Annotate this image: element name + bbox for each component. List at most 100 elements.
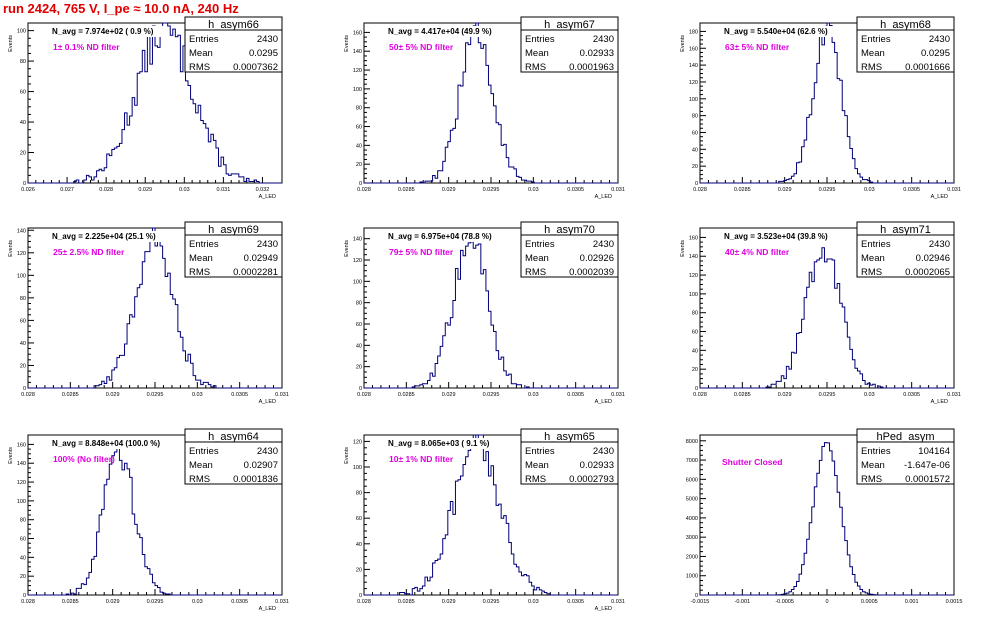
x-tick-label: 0.03	[864, 187, 875, 193]
stats-key: RMS	[525, 62, 546, 73]
filter-label: 1± 0.1% ND filter	[53, 42, 120, 52]
x-tick-label: 0.0305	[903, 392, 920, 398]
y-tick-label: 40	[356, 143, 362, 149]
y-tick-label: 60	[20, 318, 26, 324]
x-tick-label: 0.028	[357, 392, 371, 398]
stats-value: 0.0002793	[569, 474, 614, 485]
x-tick-label: 0.031	[947, 392, 961, 398]
stats-box	[856, 16, 955, 73]
x-tick-label: 0.029	[778, 187, 792, 193]
x-tick-label: 0.0285	[398, 187, 415, 193]
x-tick-label: 0.029	[106, 599, 120, 605]
y-tick-label: 100	[353, 465, 362, 471]
x-tick-label: 0.028	[99, 187, 113, 193]
x-tick-label: 0.031	[611, 187, 625, 193]
stats-value: 2430	[257, 239, 278, 250]
stats-key: Mean	[525, 253, 549, 264]
histogram-panel-7: 0.028 0.0285 0.029 0.0295 0.03 0.0305 0.031 0 20…	[344, 428, 625, 612]
histogram-series	[28, 443, 282, 596]
y-tick-label: 40	[692, 147, 698, 153]
y-tick-label: 40	[20, 341, 26, 347]
x-tick-label: -0.0005	[775, 599, 794, 605]
y-tick-label: 100	[17, 273, 26, 279]
x-tick-label: 0	[825, 599, 828, 605]
filter-label: 50± 5% ND filter	[389, 42, 454, 52]
y-tick-label: 6000	[686, 477, 698, 483]
x-tick-label: 0.029	[138, 187, 152, 193]
y-axis-label: Events	[8, 240, 14, 257]
y-tick-label: 0	[23, 386, 26, 392]
y-tick-label: 0	[359, 386, 362, 392]
y-tick-label: 160	[353, 30, 362, 36]
histogram-panel-1: 0.028 0.0285 0.029 0.0295 0.03 0.0305 0.031 0 20…	[344, 16, 625, 200]
stats-key: Mean	[189, 253, 213, 264]
stats-value: 0.02933	[580, 460, 614, 471]
histogram-panel-5: 0.028 0.0285 0.029 0.0295 0.03 0.0305 0.031 0 20…	[680, 221, 961, 405]
stats-value: 0.0002065	[905, 267, 950, 278]
stats-key: RMS	[861, 62, 882, 73]
histogram-series	[28, 227, 282, 389]
stats-key: Mean	[189, 48, 213, 59]
x-tick-label: 0.027	[60, 187, 74, 193]
x-tick-label: 0.0305	[567, 187, 584, 193]
filter-label: Shutter Closed	[722, 457, 782, 467]
y-tick-label: 80	[356, 491, 362, 497]
y-axis-label: Events	[344, 35, 350, 52]
stats-key: RMS	[861, 474, 882, 485]
stats-value: 0.0001836	[233, 474, 278, 485]
stats-key: RMS	[189, 267, 210, 278]
y-tick-label: 80	[20, 296, 26, 302]
stats-key: Entries	[189, 34, 219, 45]
stats-value: 2430	[257, 34, 278, 45]
stats-value: 2430	[929, 239, 950, 250]
stats-box	[184, 221, 283, 278]
navg-bg	[48, 26, 166, 37]
y-tick-label: 20	[20, 151, 26, 157]
x-tick-label: 0.03	[192, 392, 203, 398]
stats-value: 0.02907	[244, 460, 278, 471]
y-tick-label: 0	[695, 386, 698, 392]
x-tick-label: 0.031	[217, 187, 231, 193]
histogram-series	[700, 442, 954, 596]
y-tick-label: 20	[356, 365, 362, 371]
histogram-title: h_asym71	[880, 224, 931, 236]
y-tick-label: 80	[20, 518, 26, 524]
stats-value: 0.02933	[580, 48, 614, 59]
x-axis-label: A_LED	[595, 606, 612, 612]
y-axis-label: Events	[344, 447, 350, 464]
histogram-panel-3: 0.028 0.0285 0.029 0.0295 0.03 0.0305 0.031 0 20…	[8, 221, 289, 405]
stats-key: RMS	[189, 474, 210, 485]
stats-value: 0.02926	[580, 253, 614, 264]
y-tick-label: 120	[353, 68, 362, 74]
stats-box	[520, 428, 619, 485]
y-tick-label: 80	[356, 106, 362, 112]
x-tick-label: 0.031	[947, 187, 961, 193]
stats-value: 104164	[918, 446, 950, 457]
histogram-title: h_asym68	[880, 19, 931, 31]
navg-bg	[720, 231, 838, 242]
x-tick-label: 0.031	[275, 599, 289, 605]
histogram-title: h_asym64	[208, 431, 259, 443]
y-tick-label: 100	[17, 499, 26, 505]
y-axis-label: Events	[680, 240, 686, 257]
x-tick-label: -0.001	[735, 599, 751, 605]
y-tick-label: 120	[353, 258, 362, 264]
y-tick-label: 0	[359, 181, 362, 187]
stats-key: Entries	[525, 239, 555, 250]
x-tick-label: 0.031	[611, 599, 625, 605]
x-tick-label: 0.0285	[398, 599, 415, 605]
stats-box	[856, 428, 955, 485]
stats-value: 0.02946	[916, 253, 950, 264]
stats-key: RMS	[861, 267, 882, 278]
stats-key: RMS	[189, 62, 210, 73]
x-tick-label: 0.03	[192, 599, 203, 605]
stats-value: 0.02949	[244, 253, 278, 264]
x-tick-label: 0.028	[693, 392, 707, 398]
stats-key: Mean	[861, 460, 885, 471]
stats-key: Mean	[525, 460, 549, 471]
filter-label: 40± 4% ND filter	[725, 247, 790, 257]
y-tick-label: 60	[692, 330, 698, 336]
histogram-title: h_asym69	[208, 224, 259, 236]
y-tick-label: 80	[692, 311, 698, 317]
